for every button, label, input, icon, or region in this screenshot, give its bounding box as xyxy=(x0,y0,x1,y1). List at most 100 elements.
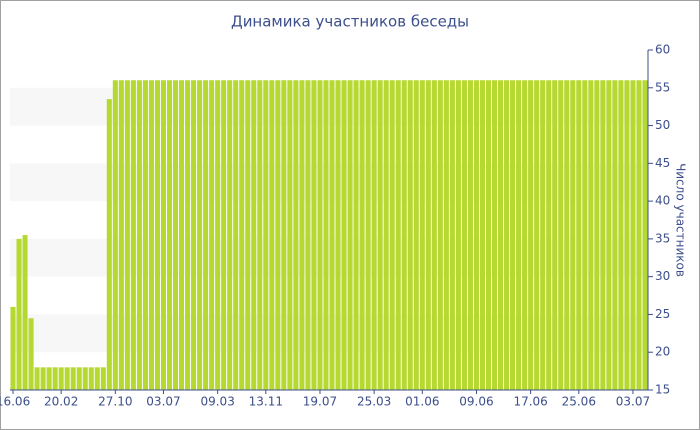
bar xyxy=(64,367,70,390)
bar xyxy=(636,80,642,390)
bar xyxy=(251,80,257,390)
bar xyxy=(305,80,311,390)
bar xyxy=(269,80,275,390)
bar xyxy=(100,367,106,390)
bar xyxy=(443,80,449,390)
bar xyxy=(407,80,413,390)
x-tick-label: 01.06 xyxy=(405,395,439,409)
bar xyxy=(377,80,383,390)
bar xyxy=(239,80,245,390)
bar xyxy=(576,80,582,390)
x-tick-label: 03.07 xyxy=(146,395,180,409)
bar xyxy=(516,80,522,390)
bar xyxy=(383,80,389,390)
bar xyxy=(46,367,52,390)
bar xyxy=(461,80,467,390)
bar xyxy=(522,80,528,390)
bar xyxy=(534,80,540,390)
bar xyxy=(389,80,395,390)
x-tick-label: 17.06 xyxy=(513,395,547,409)
bar xyxy=(594,80,600,390)
bar xyxy=(558,80,564,390)
bar xyxy=(106,99,112,390)
bar xyxy=(293,80,299,390)
bar xyxy=(275,80,281,390)
bar xyxy=(588,80,594,390)
bar xyxy=(281,80,287,390)
bar xyxy=(395,80,401,390)
bar xyxy=(172,80,179,390)
bar xyxy=(10,306,16,390)
bar xyxy=(425,80,431,390)
bar xyxy=(22,235,28,390)
bar xyxy=(88,367,94,390)
bar xyxy=(630,80,636,390)
y-tick-label: 55 xyxy=(655,80,670,94)
bar xyxy=(233,80,239,390)
bar xyxy=(642,80,648,390)
bar xyxy=(154,80,160,390)
bar xyxy=(52,367,58,390)
bar xyxy=(311,80,317,390)
bar xyxy=(371,80,377,390)
bar xyxy=(28,318,34,390)
bar xyxy=(419,80,425,390)
bar xyxy=(209,80,215,390)
bar xyxy=(221,80,227,390)
bar xyxy=(564,80,570,390)
bar xyxy=(540,80,546,390)
y-tick-label: 40 xyxy=(655,194,670,208)
bar xyxy=(40,367,46,390)
bar xyxy=(582,80,588,390)
bar xyxy=(142,80,148,390)
bar xyxy=(76,367,82,390)
bar xyxy=(257,80,263,390)
bar xyxy=(203,80,209,390)
bar xyxy=(570,80,576,390)
bar xyxy=(287,80,293,390)
y-tick-label: 20 xyxy=(655,345,670,359)
bar xyxy=(130,80,136,390)
bar xyxy=(606,80,612,390)
bar xyxy=(552,80,558,390)
y-tick-label: 50 xyxy=(655,118,670,132)
bar xyxy=(612,80,618,390)
bar xyxy=(467,80,473,390)
x-tick-label: 25.06 xyxy=(562,395,596,409)
bar xyxy=(365,80,371,390)
y-tick-label: 15 xyxy=(655,383,670,397)
bar xyxy=(16,238,22,390)
bar xyxy=(70,367,76,390)
bar xyxy=(437,80,443,390)
bar xyxy=(473,80,479,390)
bar xyxy=(528,80,534,390)
bar xyxy=(413,80,419,390)
bar xyxy=(353,80,359,390)
bar xyxy=(82,367,88,390)
x-tick-label: 16.06 xyxy=(0,395,30,409)
chart-title: Динамика участников беседы xyxy=(231,13,469,31)
bar xyxy=(58,367,64,390)
bar xyxy=(335,80,341,390)
x-tick-label: 03.07 xyxy=(616,395,650,409)
bar xyxy=(510,80,516,390)
bar xyxy=(215,80,221,390)
bar xyxy=(341,80,347,390)
y-tick-label: 25 xyxy=(655,307,670,321)
bar xyxy=(112,80,118,390)
bar xyxy=(359,80,365,390)
bar xyxy=(546,80,552,390)
x-tick-label: 25.03 xyxy=(357,395,391,409)
bar xyxy=(299,80,305,390)
y-tick-label: 35 xyxy=(655,231,670,245)
x-tick-label: 13.11 xyxy=(249,395,283,409)
bar xyxy=(317,80,323,390)
x-tick-label: 09.03 xyxy=(200,395,234,409)
y-tick-label: 60 xyxy=(655,43,670,57)
x-tick-label: 20.02 xyxy=(44,395,78,409)
bar xyxy=(498,80,504,390)
bar xyxy=(227,80,233,390)
bar xyxy=(185,80,191,390)
bar xyxy=(491,80,498,390)
bar xyxy=(479,80,486,390)
